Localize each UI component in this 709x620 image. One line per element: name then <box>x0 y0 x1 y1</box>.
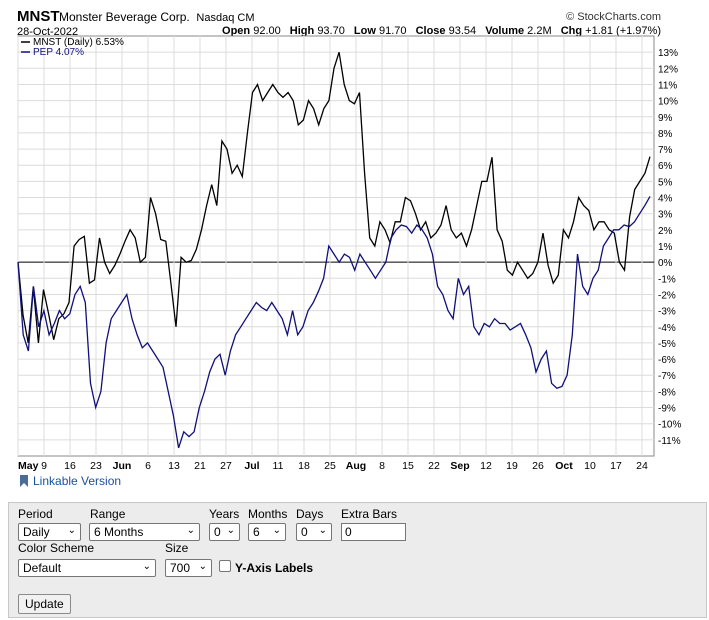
years-select[interactable]: 0 ⌄ <box>209 523 240 541</box>
x-tick-label: May <box>18 460 39 472</box>
size-label: Size <box>165 541 189 555</box>
extra-bars-label: Extra Bars <box>341 507 398 521</box>
series-line-mnst <box>17 52 651 344</box>
years-label: Years <box>209 507 240 521</box>
days-label: Days <box>296 507 324 521</box>
y-tick-label: -11% <box>658 436 681 447</box>
y-tick-label: 7% <box>658 145 673 156</box>
y-tick-label: 10% <box>658 97 678 108</box>
x-tick-label: 10 <box>584 460 596 472</box>
chevron-down-icon: ⌄ <box>186 525 195 536</box>
chart-legend: MNST (Daily) 6.53%PEP 4.07% <box>21 37 124 58</box>
y-tick-label: 9% <box>658 113 673 124</box>
y-axis: 13% 12% 11% 10% 9% 8% 7% 6% 5% 4% 3% 2% 1% 0% -1% -2% -3… <box>658 48 681 447</box>
x-axis: May 9 16 23 Jun 6 13 21 27 Jul 11 18 25 Aug 8 15 22 Sep 12… <box>18 460 648 472</box>
series-line-pep <box>17 196 651 449</box>
x-tick-label: 24 <box>636 460 648 472</box>
x-tick-label: 18 <box>298 460 310 472</box>
chevron-down-icon: ⌄ <box>272 525 281 536</box>
legend-label: MNST (Daily) 6.53% <box>33 37 124 48</box>
chart-settings-panel: Period Daily ⌄ Range 6 Months ⌄ Years 0 ⌄ M… <box>8 502 707 618</box>
quote-date: 28-Oct-2022 <box>17 26 79 38</box>
quote-summary: Open 92.00 High 93.70 Low 91.70 Close 93… <box>222 25 661 37</box>
price-chart: 13% 12% 11% 10% 9% 8% 7% 6% 5% 4% 3% 2% 1% 0% -1% -2% -3… <box>17 35 681 472</box>
x-tick-label: 17 <box>610 460 622 472</box>
copyright-text: © StockCharts.com <box>566 11 661 23</box>
y-tick-label: -9% <box>658 404 676 415</box>
x-tick-label: Aug <box>346 460 366 472</box>
x-tick-label: 11 <box>273 460 284 472</box>
period-select[interactable]: Daily ⌄ <box>18 523 81 541</box>
y-tick-label: 3% <box>658 210 673 221</box>
y-tick-label: -8% <box>658 387 676 398</box>
bookmark-icon <box>20 475 28 487</box>
ticker-symbol: MNST <box>17 8 60 25</box>
x-tick-label: 27 <box>220 460 232 472</box>
x-tick-label: 15 <box>402 460 414 472</box>
y-tick-label: 6% <box>658 161 673 172</box>
y-tick-label: -4% <box>658 323 676 334</box>
y-tick-label: 1% <box>658 242 673 253</box>
chart-grid <box>17 35 655 457</box>
x-tick-label: 13 <box>168 460 180 472</box>
y-axis-labels-label: Y-Axis Labels <box>235 561 314 575</box>
x-tick-label: 16 <box>64 460 76 472</box>
linkable-version-label: Linkable Version <box>33 474 122 488</box>
y-tick-label: 13% <box>658 48 678 59</box>
days-select[interactable]: 0 ⌄ <box>296 523 332 541</box>
x-tick-label: Sep <box>450 460 469 472</box>
color-scheme-label: Color Scheme <box>18 541 95 555</box>
y-axis-labels-checkbox[interactable] <box>219 560 231 572</box>
y-tick-label: -6% <box>658 355 676 366</box>
x-tick-label: Jul <box>244 460 259 472</box>
x-tick-label: 8 <box>379 460 385 472</box>
x-tick-label: 25 <box>324 460 336 472</box>
y-tick-label: 4% <box>658 194 673 205</box>
color-scheme-select[interactable]: Default ⌄ <box>18 559 156 577</box>
y-tick-label: -2% <box>658 290 676 301</box>
chevron-down-icon: ⌄ <box>67 525 76 536</box>
period-label: Period <box>18 507 53 521</box>
x-tick-label: 23 <box>90 460 102 472</box>
months-label: Months <box>248 507 288 521</box>
y-tick-label: -3% <box>658 307 676 318</box>
legend-label: PEP 4.07% <box>33 47 84 58</box>
linkable-version-link[interactable]: Linkable Version <box>19 474 121 488</box>
months-select[interactable]: 6 ⌄ <box>248 523 286 541</box>
y-tick-label: 0% <box>658 258 673 269</box>
y-tick-label: -5% <box>658 339 676 350</box>
x-tick-label: 12 <box>480 460 492 472</box>
y-tick-label: 5% <box>658 177 673 188</box>
y-tick-label: 12% <box>658 64 678 75</box>
chevron-down-icon: ⌄ <box>198 561 207 572</box>
size-select[interactable]: 700 ⌄ <box>165 559 212 577</box>
extra-bars-input[interactable]: 0 <box>341 523 406 541</box>
chart-header: MNST Monster Beverage Corp. Nasdaq CM © … <box>17 8 661 44</box>
x-tick-label: 9 <box>41 460 47 472</box>
y-tick-label: 2% <box>658 226 673 237</box>
y-tick-label: 8% <box>658 129 673 140</box>
x-tick-label: 6 <box>145 460 151 472</box>
range-label: Range <box>90 507 126 521</box>
update-button[interactable]: Update <box>18 594 71 614</box>
x-tick-label: 26 <box>532 460 544 472</box>
y-tick-label: -7% <box>658 371 676 382</box>
x-tick-label: 22 <box>428 460 440 472</box>
y-tick-label: -10% <box>658 420 681 431</box>
range-select[interactable]: 6 Months ⌄ <box>89 523 200 541</box>
y-tick-label: 11% <box>658 80 677 91</box>
x-tick-label: 21 <box>194 460 206 472</box>
chevron-down-icon: ⌄ <box>226 525 235 536</box>
x-tick-label: 19 <box>506 460 518 472</box>
y-tick-label: -1% <box>658 274 676 285</box>
series-lines <box>17 52 651 449</box>
chevron-down-icon: ⌄ <box>318 525 327 536</box>
x-tick-label: Oct <box>555 460 573 472</box>
company-name: Monster Beverage Corp. Nasdaq CM <box>59 10 255 24</box>
chevron-down-icon: ⌄ <box>142 561 151 572</box>
x-tick-label: Jun <box>113 460 132 472</box>
